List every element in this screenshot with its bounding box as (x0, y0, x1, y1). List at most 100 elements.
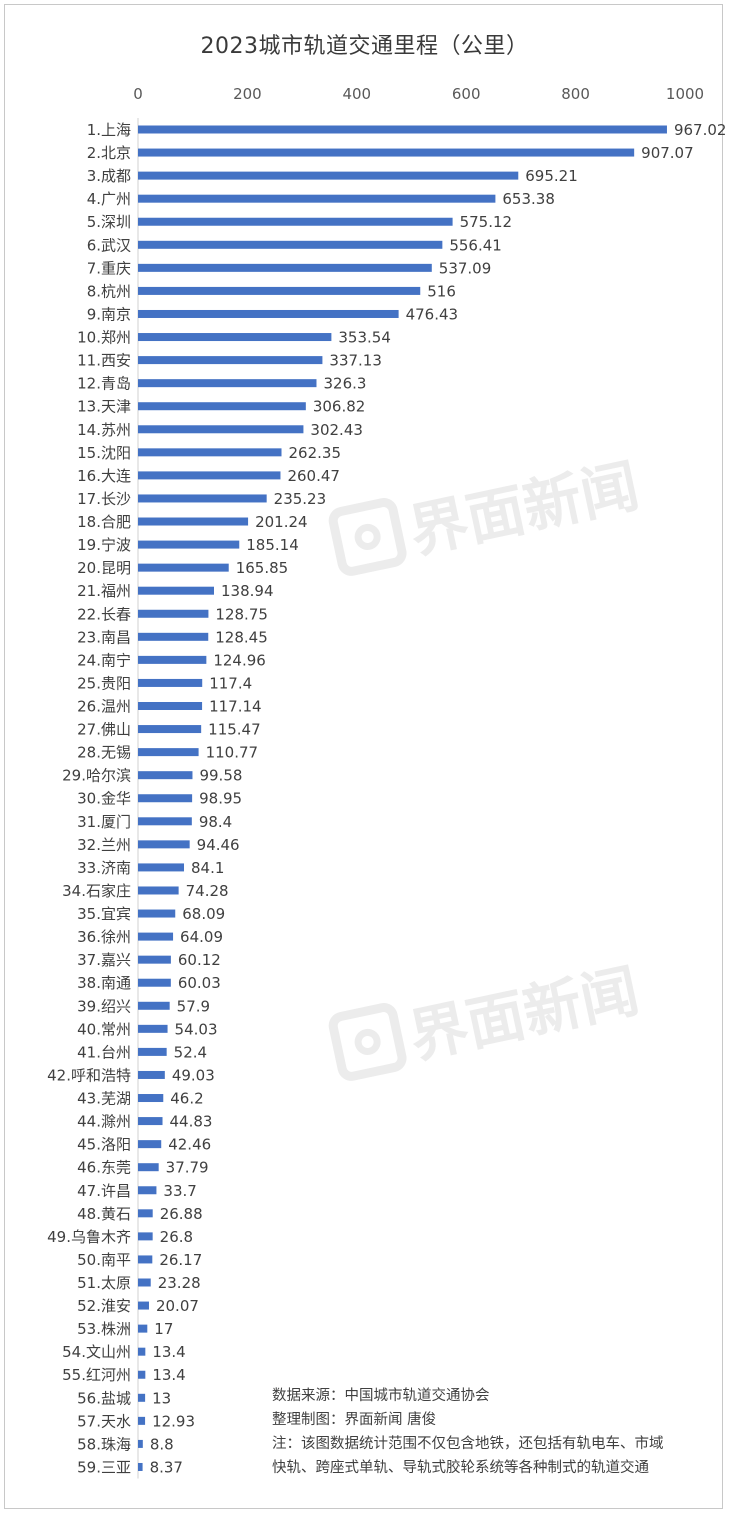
x-tick-label: 1000 (666, 85, 704, 103)
category-label: 9.南京 (87, 305, 131, 323)
x-tick-label: 200 (233, 85, 262, 103)
category-label: 47.许昌 (77, 1182, 131, 1200)
bar (138, 517, 249, 526)
bar (138, 1462, 143, 1471)
category-label: 42.呼和浩特 (47, 1066, 131, 1084)
data-label: 476.43 (406, 305, 459, 323)
category-label: 2.北京 (87, 144, 131, 162)
data-label: 695.21 (525, 167, 578, 185)
data-label: 23.28 (158, 1274, 201, 1292)
bar (138, 333, 332, 342)
data-label: 84.1 (191, 859, 224, 877)
data-label: 302.43 (310, 421, 363, 439)
category-label: 10.郑州 (77, 329, 131, 347)
category-label: 11.西安 (77, 352, 131, 370)
data-label: 98.4 (199, 813, 232, 831)
chart-title: 2023城市轨道交通里程（公里） (200, 34, 529, 59)
data-label: 68.09 (182, 905, 225, 923)
bar (138, 978, 171, 987)
bar (138, 1393, 146, 1402)
category-label: 53.株洲 (77, 1320, 131, 1338)
bar (138, 1001, 170, 1010)
category-label: 54.文山州 (62, 1343, 131, 1361)
data-label: 128.75 (215, 605, 268, 623)
category-label: 15.沈阳 (77, 444, 131, 462)
category-label: 34.石家庄 (62, 882, 131, 900)
category-label: 33.济南 (77, 859, 131, 877)
bar (138, 1301, 149, 1310)
data-label: 26.8 (160, 1228, 193, 1246)
bar (138, 563, 229, 572)
data-label: 516 (427, 282, 456, 300)
data-label: 201.24 (255, 513, 308, 531)
category-label: 30.金华 (77, 790, 131, 808)
x-tick-label: 400 (342, 85, 371, 103)
bar (138, 1255, 153, 1264)
data-label: 117.4 (209, 674, 252, 692)
bar (138, 1209, 153, 1218)
x-tick-label: 800 (561, 85, 590, 103)
category-label: 36.徐州 (77, 928, 131, 946)
bar (138, 471, 281, 480)
data-label: 60.12 (178, 951, 221, 969)
bar (138, 309, 399, 318)
x-tick-label: 600 (452, 85, 481, 103)
category-label: 1.上海 (87, 121, 131, 139)
bar (138, 263, 432, 272)
category-label: 25.贵阳 (77, 674, 131, 692)
bar (138, 448, 282, 457)
bar (138, 748, 199, 757)
bar (138, 1117, 163, 1126)
bar (138, 402, 306, 411)
data-label: 235.23 (274, 490, 327, 508)
data-label: 26.17 (159, 1251, 202, 1269)
category-label: 7.重庆 (87, 259, 131, 277)
data-label: 353.54 (338, 329, 391, 347)
data-label: 57.9 (177, 997, 210, 1015)
data-label: 115.47 (208, 721, 261, 739)
category-label: 56.盐城 (77, 1389, 131, 1407)
category-label: 20.昆明 (77, 559, 131, 577)
bar (138, 1140, 162, 1149)
bar (138, 494, 267, 503)
category-label: 52.淮安 (77, 1297, 131, 1315)
data-label: 13 (152, 1389, 171, 1407)
data-label: 33.7 (163, 1182, 196, 1200)
data-label: 54.03 (175, 1020, 218, 1038)
bar (138, 425, 304, 434)
bar (138, 1278, 151, 1287)
data-label: 52.4 (174, 1043, 207, 1061)
category-label: 48.黄石 (77, 1205, 131, 1223)
bar (138, 1186, 157, 1195)
data-label: 64.09 (180, 928, 223, 946)
data-label: 907.07 (641, 144, 694, 162)
bar (138, 840, 190, 849)
data-label: 98.95 (199, 790, 242, 808)
bar (138, 632, 209, 641)
data-label: 337.13 (329, 352, 382, 370)
category-label: 50.南平 (77, 1251, 131, 1269)
bar (138, 171, 519, 180)
data-label: 138.94 (221, 582, 274, 600)
bar (138, 1232, 153, 1241)
footnote-line-2: 快轨、跨座式单轨、导轨式胶轮系统等各种制式的轨道交通 (272, 1460, 649, 1476)
category-label: 24.南宁 (77, 651, 131, 669)
category-label: 39.绍兴 (77, 997, 131, 1015)
bar (138, 240, 443, 249)
category-label: 19.宁波 (77, 536, 131, 554)
category-label: 58.珠海 (77, 1435, 131, 1453)
data-label: 185.14 (246, 536, 299, 554)
bar (138, 886, 179, 895)
data-label: 60.03 (178, 974, 221, 992)
category-label: 26.温州 (77, 698, 131, 716)
category-label: 59.三亚 (77, 1458, 131, 1476)
bar (138, 1070, 165, 1079)
data-label: 42.46 (168, 1136, 211, 1154)
data-label: 74.28 (186, 882, 229, 900)
bar (138, 655, 207, 664)
category-label: 5.深圳 (87, 213, 131, 231)
category-label: 46.东莞 (77, 1159, 131, 1177)
data-label: 653.38 (502, 190, 555, 208)
data-label: 12.93 (152, 1412, 195, 1430)
